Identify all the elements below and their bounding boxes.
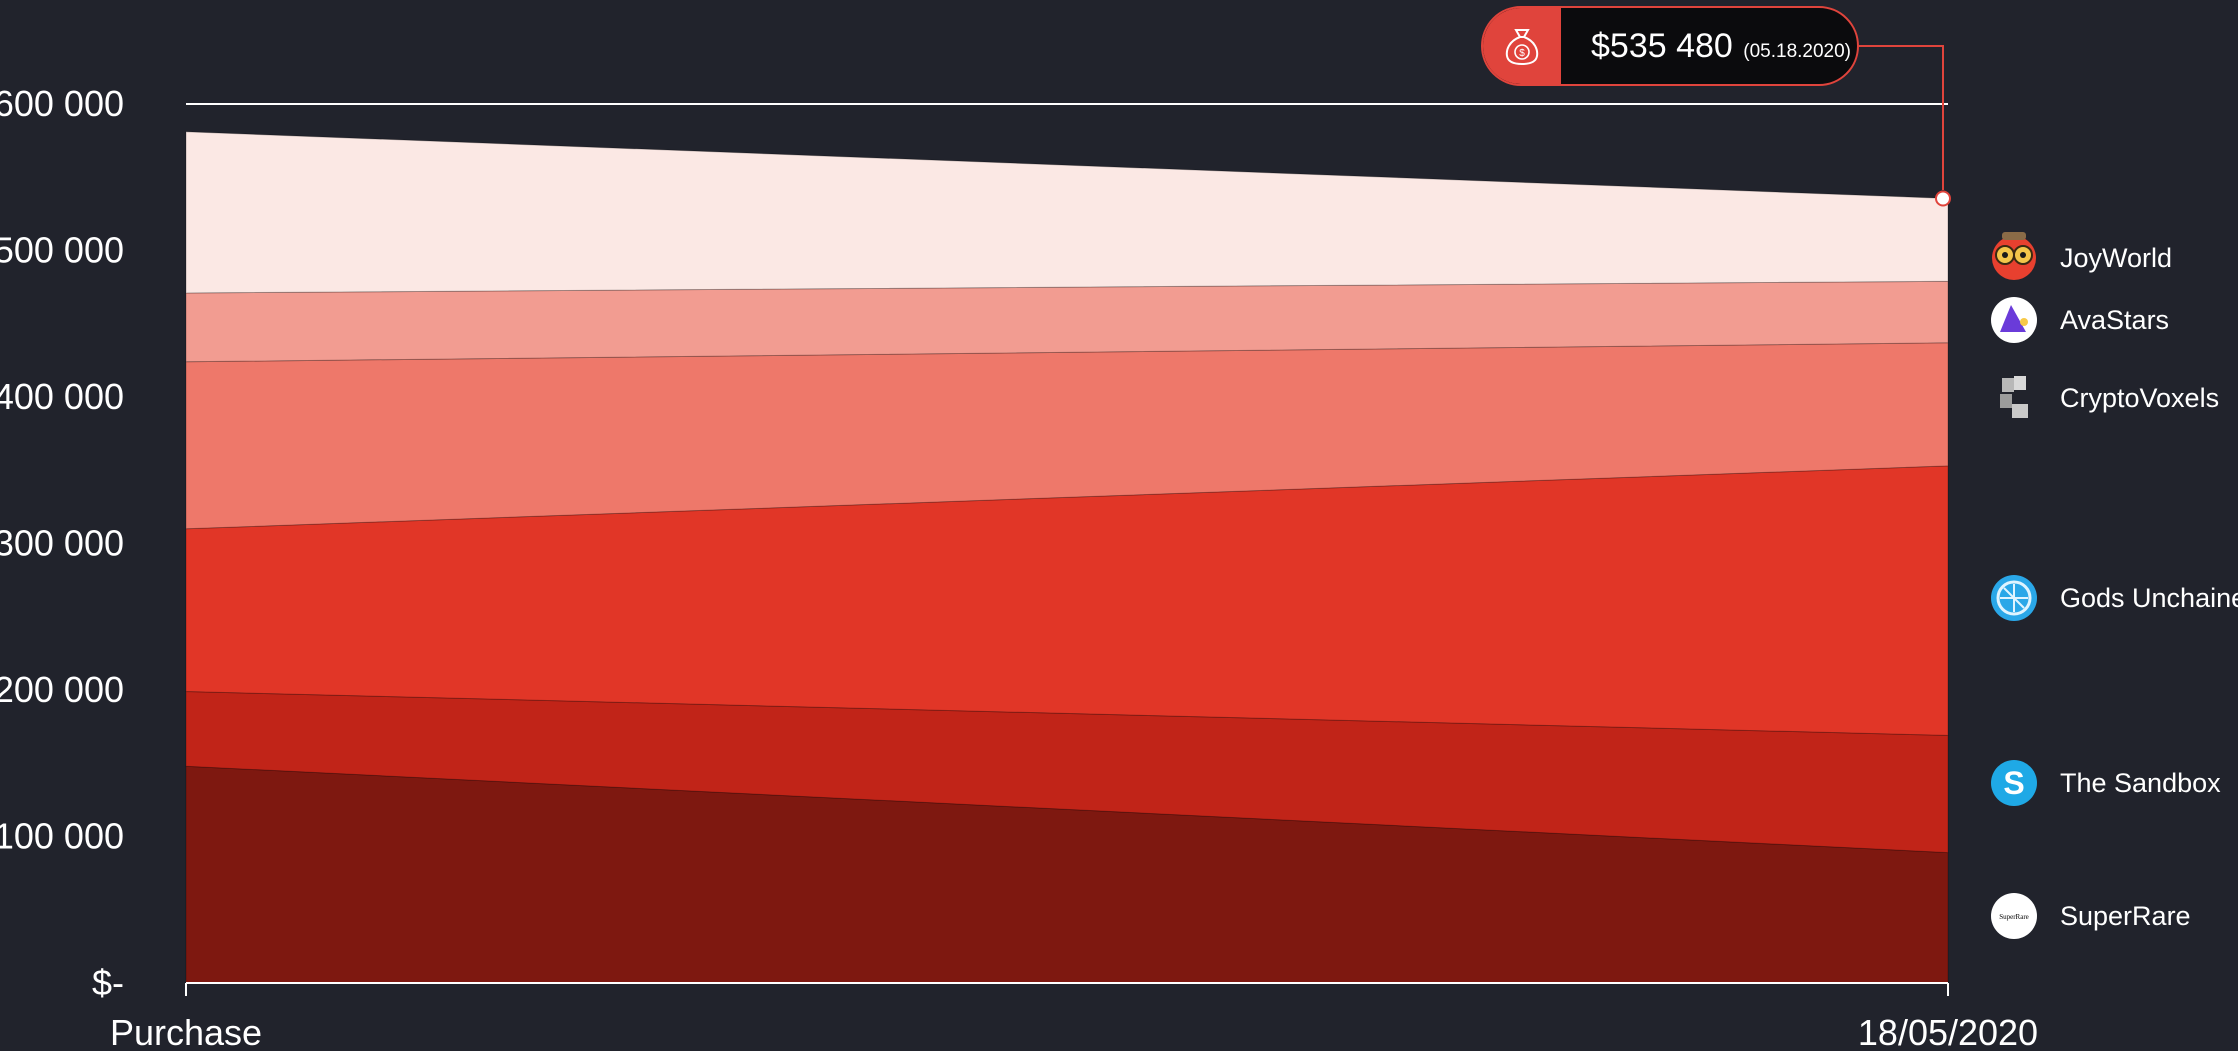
avastars-icon	[1991, 297, 2037, 343]
total-value-callout: $ $535 480 (05.18.2020)	[1481, 6, 1859, 86]
x-tick-label: Purchase	[110, 1012, 262, 1051]
joyworld-icon	[1992, 232, 2036, 280]
legend-label: JoyWorld	[2060, 243, 2172, 273]
x-tick-label: 18/05/2020	[1858, 1012, 2038, 1051]
y-tick-label: $400 000	[0, 376, 124, 417]
y-tick-label: $-	[92, 962, 124, 1003]
y-tick-label: $600 000	[0, 83, 124, 124]
y-tick-label: $200 000	[0, 669, 124, 710]
svg-text:$: $	[1519, 48, 1525, 59]
y-tick-label: $100 000	[0, 816, 124, 857]
legend-item-joyworld: JoyWorld	[1992, 232, 2172, 280]
annotation-marker	[1935, 190, 1951, 207]
gods-unchained-icon	[1991, 575, 2037, 621]
legend-item-superrare: SuperRare SuperRare	[1991, 893, 2191, 939]
callout-date: (05.18.2020)	[1743, 40, 1852, 62]
svg-text:S: S	[2003, 765, 2024, 801]
legend-item-cryptovoxels: CryptoVoxels	[2000, 376, 2219, 418]
legend-label: CryptoVoxels	[2060, 383, 2219, 413]
legend: JoyWorld AvaStars CryptoVoxels Gods Unchain…	[1991, 232, 2238, 939]
superrare-icon: SuperRare	[1991, 893, 2037, 939]
legend-item-the-sandbox: S The Sandbox	[1991, 760, 2221, 806]
y-tick-label: $500 000	[0, 230, 124, 271]
area-joyworld	[185, 131, 1949, 294]
svg-text:SuperRare: SuperRare	[1999, 913, 2029, 921]
legend-label: AvaStars	[2060, 305, 2169, 335]
callout-icon-badge: $	[1483, 8, 1561, 84]
callout-total-value: $535 480	[1591, 26, 1733, 65]
legend-item-gods-unchained: Gods Unchained	[1991, 575, 2238, 621]
callout-text: $535 480 (05.18.2020)	[1561, 27, 1851, 66]
area-series-group	[185, 131, 1949, 984]
annotation-connector	[1859, 45, 1951, 207]
sandbox-icon: S	[1991, 760, 2037, 806]
legend-label: The Sandbox	[2060, 768, 2221, 798]
cryptovoxels-icon	[2000, 376, 2028, 418]
y-axis-tick-labels: $- $100 000 $200 000 $300 000 $400 000 $500 0…	[0, 83, 124, 1003]
legend-item-avastars: AvaStars	[1991, 297, 2169, 343]
y-tick-label: $300 000	[0, 523, 124, 564]
x-axis	[185, 982, 1949, 996]
legend-label: SuperRare	[2060, 901, 2191, 931]
x-axis-tick-labels: Purchase 18/05/2020	[110, 1012, 2038, 1051]
money-bag-icon: $	[1505, 29, 1539, 66]
legend-label: Gods Unchained	[2060, 583, 2238, 613]
annotation-leader-line	[1859, 45, 1944, 190]
